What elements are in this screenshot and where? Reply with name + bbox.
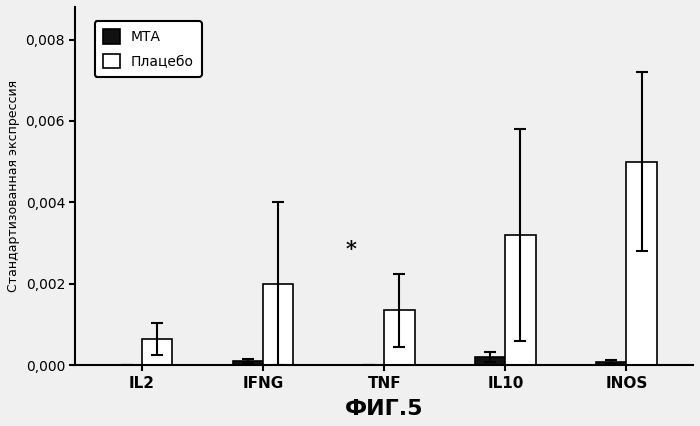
Text: *: *: [346, 239, 356, 259]
Bar: [263, 284, 293, 366]
Bar: [505, 235, 536, 366]
Bar: [233, 361, 263, 366]
Y-axis label: Стандартизованная экспрессия: Стандартизованная экспрессия: [7, 80, 20, 292]
Bar: [475, 357, 505, 366]
X-axis label: ФИГ.5: ФИГ.5: [345, 399, 424, 419]
Bar: [626, 162, 657, 366]
Legend: МТА, Плацебо: МТА, Плацебо: [94, 21, 202, 77]
Bar: [384, 310, 414, 366]
Bar: [596, 362, 626, 366]
Bar: [142, 339, 172, 366]
